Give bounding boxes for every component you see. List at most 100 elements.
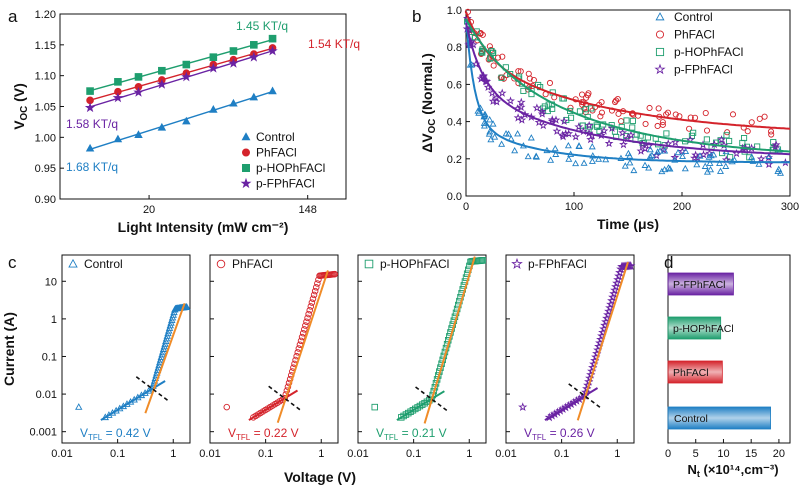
tfl-fit-line — [576, 261, 629, 421]
data-point — [308, 299, 316, 306]
data-point — [306, 306, 313, 314]
legend-marker-fp — [240, 177, 252, 189]
data-point-hop — [229, 47, 238, 55]
bar-phfacl — [667, 360, 723, 384]
data-point-hop — [663, 130, 670, 137]
data-point-control — [621, 162, 629, 169]
fit-curve-fp — [465, 22, 791, 156]
data-point-hop — [746, 154, 753, 161]
data-point-hop — [541, 103, 548, 110]
data-point-hop — [623, 117, 630, 124]
data-point-control — [565, 155, 573, 162]
plot-frame — [505, 254, 635, 444]
data-point-hop — [549, 105, 556, 112]
data-point-fp — [547, 115, 557, 124]
subplot-control: 0.01 0.1 1 Control VTFL = 0.42 V — [51, 254, 191, 460]
data-point-fp — [84, 102, 96, 113]
data-point-control — [630, 166, 638, 174]
legend-label-phfacl: PhFACl — [256, 146, 297, 160]
data-point-fp — [599, 126, 609, 135]
data-point-hop — [727, 154, 734, 161]
x-tick-label: 0.1 — [110, 448, 125, 460]
x-tick-label: 100 — [565, 201, 583, 213]
data-point-control — [547, 156, 555, 163]
data-point-control — [646, 152, 654, 160]
data-point-control — [524, 152, 532, 160]
data-point-phfacl — [702, 110, 709, 117]
slope-label-hop: 1.45 KT/q — [236, 19, 288, 33]
legend-marker — [511, 257, 523, 269]
data-point-control — [703, 168, 711, 175]
x-axis-label: Nt (×10¹⁴,cm⁻³) — [687, 462, 778, 479]
data-point-fp — [481, 76, 491, 85]
plot-frame — [465, 9, 791, 197]
data-point-fp — [537, 109, 547, 118]
x-tick-label: 1 — [466, 448, 472, 460]
data-point-control — [648, 151, 656, 159]
data-point-control — [681, 164, 689, 172]
vtfl-label: VTFL = 0.21 V — [376, 426, 447, 442]
data-point-control — [626, 152, 634, 159]
y-tick-label: 0.1 — [42, 351, 57, 363]
data-point-fp — [513, 113, 523, 122]
fit-curve-phfacl — [465, 11, 791, 130]
vtfl-label: VTFL = 0.22 V — [228, 426, 299, 442]
x-axis-label: Voltage (V) — [284, 469, 356, 485]
data-point-phfacl — [477, 30, 484, 37]
data-point-control — [641, 161, 649, 168]
data-point-control — [595, 155, 603, 162]
data-point-control — [532, 152, 540, 159]
data-point-fp — [559, 116, 569, 125]
data-point-fp — [181, 71, 192, 82]
data-point-control — [693, 160, 701, 168]
y-tick-label: 0.6 — [447, 79, 462, 91]
data-point — [313, 284, 320, 291]
data-point-control — [696, 152, 704, 159]
data-point-hop — [209, 53, 218, 61]
data-point-control — [682, 147, 690, 155]
y-tick-label: 1.15 — [35, 40, 56, 52]
slope-label-fp: 1.58 KT/q — [66, 117, 118, 131]
subplot-phfacl: 0.01 0.1 1 PhFACl VTFL = 0.22 V — [199, 254, 339, 460]
data-point-control — [498, 140, 506, 147]
data-point-phfacl — [585, 90, 592, 97]
y-tick-label: 10 — [45, 276, 57, 288]
x-tick-label: 5 — [693, 448, 699, 460]
data-point-control — [716, 167, 724, 174]
legend-label-hop: p-HOPhFACl — [674, 45, 743, 59]
data-point-phfacl — [756, 115, 763, 122]
data-point-phfacl — [598, 99, 605, 106]
data-point-phfacl — [490, 62, 497, 69]
data-point-fp — [517, 115, 527, 124]
legend-label-control: Control — [256, 130, 295, 144]
data-point-fp — [670, 137, 680, 147]
x-tick-label: 0.01 — [347, 448, 368, 460]
data-point-control — [502, 129, 510, 137]
x-axis-label: Time (μs) — [597, 216, 659, 232]
data-point — [301, 326, 308, 333]
data-point-hop — [488, 47, 495, 55]
data-point-control — [664, 164, 672, 171]
x-tick-label: 200 — [673, 201, 691, 213]
data-point-control — [572, 159, 580, 167]
data-point-control — [658, 167, 666, 175]
bar-hop — [667, 316, 722, 340]
x-tick-label: 0 — [463, 201, 469, 213]
data-point-control — [85, 143, 95, 152]
data-point-fp — [604, 138, 614, 148]
data-point-hop — [593, 122, 600, 129]
x-tick-label: 20 — [143, 204, 155, 216]
panel-letter-a: a — [8, 7, 18, 26]
slope-label-control: 1.68 KT/q — [66, 160, 118, 174]
data-point — [311, 287, 319, 295]
data-point-fp — [626, 130, 636, 139]
legend-label-phfacl: PhFACl — [674, 28, 715, 42]
data-point-control — [707, 165, 715, 173]
data-point-control — [701, 162, 709, 169]
data-point-phfacl — [530, 76, 537, 84]
ohmic-fit-line — [544, 387, 599, 421]
y-tick-label: 0.4 — [447, 117, 462, 129]
data-point-control — [626, 159, 634, 166]
data-point-control — [491, 133, 499, 140]
data-point — [371, 403, 378, 411]
